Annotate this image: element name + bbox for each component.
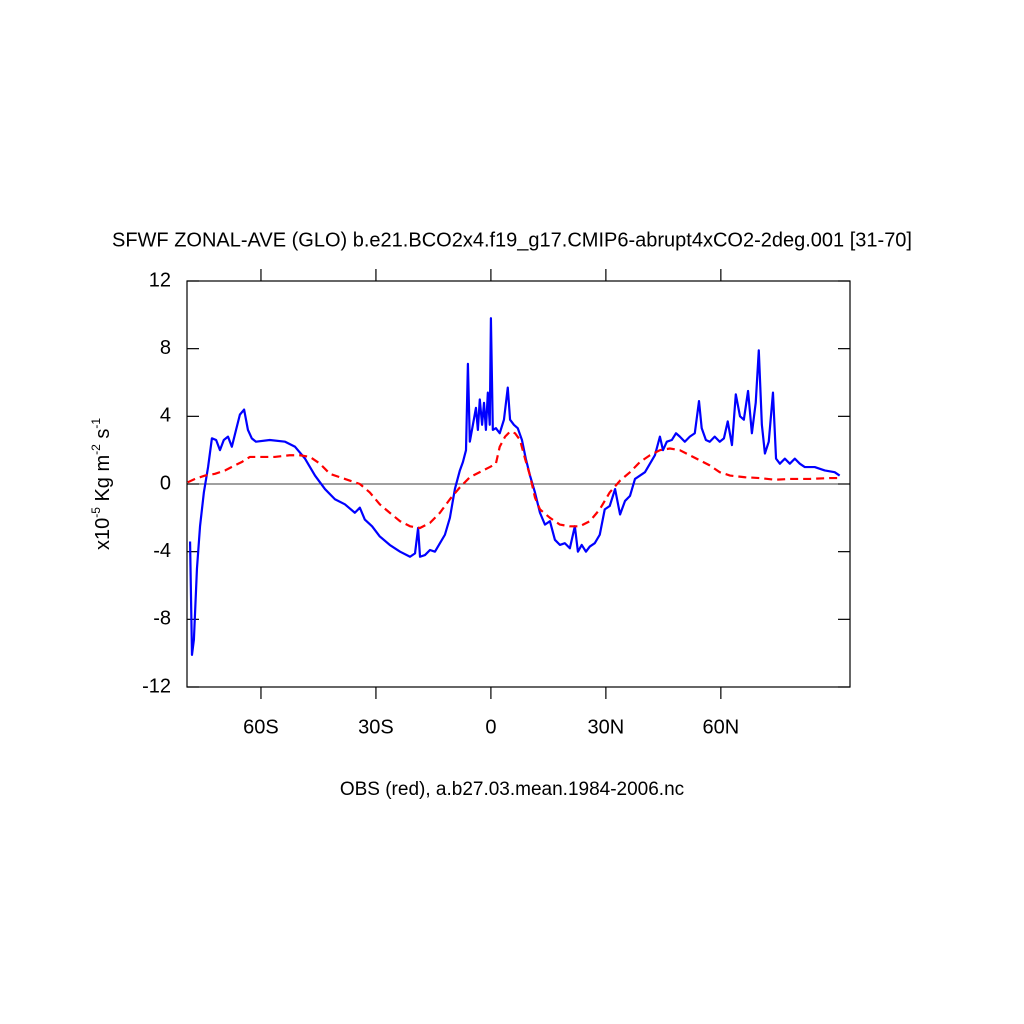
x-tick-label: 60S [243, 716, 279, 738]
chart-title: SFWF ZONAL-AVE (GLO) b.e21.BCO2x4.f19_g1… [112, 229, 912, 251]
x-tick-label: 60N [702, 716, 739, 738]
y-tick-label: 8 [160, 337, 171, 359]
y-tick-label: -4 [153, 540, 171, 562]
y-label-exponent: -5 [89, 507, 103, 518]
y-label-exponent: -2 [89, 444, 103, 455]
y-label-part: x10 [92, 518, 114, 550]
y-axis-label: x10-5 Kg m-2 s-1 [89, 418, 114, 550]
y-label-part: s [92, 429, 114, 445]
y-tick-label: 12 [149, 269, 171, 291]
y-label-exponent: -1 [89, 418, 103, 429]
x-axis-note: OBS (red), a.b27.03.mean.1984-2006.nc [340, 779, 684, 800]
y-tick-label: -12 [142, 675, 171, 697]
x-tick-label: 0 [485, 716, 496, 738]
x-tick-label: 30S [358, 716, 394, 738]
y-tick-label: 0 [160, 472, 171, 494]
y-tick-label: -8 [153, 608, 171, 630]
data-line [187, 430, 840, 530]
data-line [188, 317, 841, 656]
x-tick-label: 30N [588, 716, 625, 738]
y-label-part: Kg m [92, 455, 114, 507]
y-tick-label: 4 [160, 405, 171, 427]
